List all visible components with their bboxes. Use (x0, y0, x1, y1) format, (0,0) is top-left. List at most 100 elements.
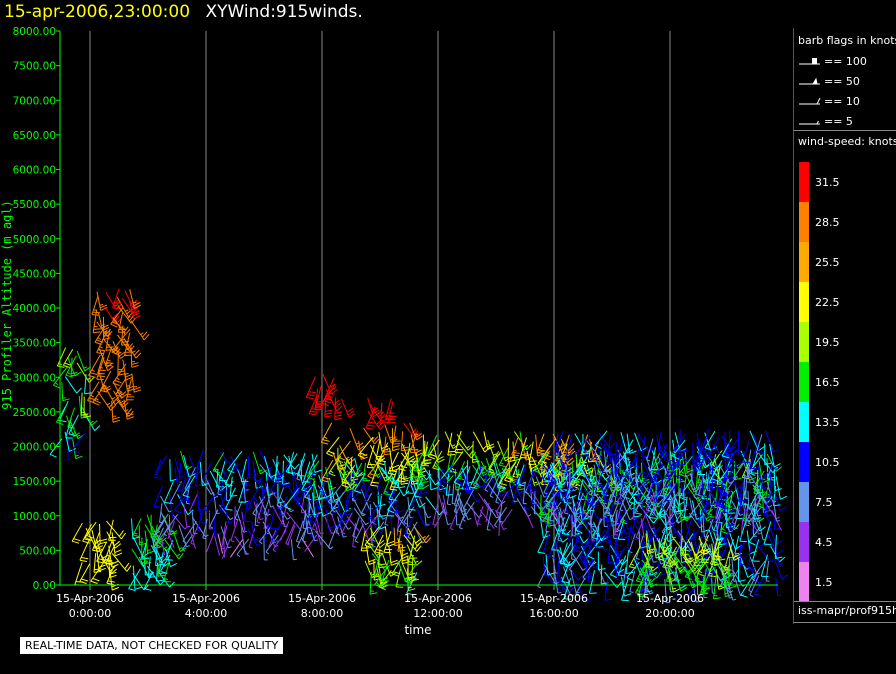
barb-staff (628, 545, 642, 567)
barb-feather (335, 532, 340, 535)
wind-barb (326, 510, 336, 529)
barb-staff (633, 496, 636, 518)
wind-barb (537, 496, 553, 519)
barb-feather (681, 546, 685, 550)
barb-feather (659, 572, 667, 577)
barb-staff (360, 519, 370, 541)
barb-staff (296, 485, 310, 504)
barb-staff (275, 455, 278, 480)
barb-staff (242, 500, 250, 522)
barb-staff (366, 445, 375, 468)
barb-staff (615, 441, 617, 465)
barb-staff (339, 469, 353, 490)
barb-staff (183, 455, 190, 478)
wind-barb (472, 506, 479, 527)
barb-feather (96, 339, 104, 343)
barb-feather (557, 592, 562, 594)
barb-feather (112, 321, 120, 326)
wind-barb (604, 577, 613, 601)
barb-feather (666, 482, 673, 488)
wind-barb (383, 531, 393, 554)
barb-feather (90, 420, 94, 424)
barb-feather (470, 486, 478, 489)
wind-barb (167, 521, 176, 540)
barb-feather (476, 499, 481, 503)
wind-barb (650, 498, 664, 516)
wind-barb (636, 482, 646, 503)
barb-staff (498, 467, 510, 486)
barb-staff (640, 462, 643, 482)
barb-feather (477, 523, 481, 526)
barb-feather (446, 493, 454, 496)
barb-feather (337, 467, 345, 470)
wind-barb (666, 480, 679, 503)
barb-staff (677, 487, 681, 512)
barb-feather (321, 479, 329, 483)
barb-staff (589, 507, 592, 527)
barb-feather (565, 456, 570, 459)
barb-staff (196, 489, 200, 512)
barb-feather (384, 524, 389, 526)
barb-staff (539, 517, 544, 538)
barb-staff (761, 464, 774, 482)
barb-staff (739, 555, 749, 578)
barb-staff (564, 483, 577, 502)
wind-barb (635, 491, 651, 513)
wind-barb (609, 558, 623, 579)
barb-staff (713, 509, 723, 531)
barb-feather (312, 528, 316, 531)
barb-feather (648, 446, 655, 453)
barb-staff (580, 538, 592, 557)
barb-staff (469, 467, 479, 488)
barb-staff (669, 491, 678, 515)
wind-barb (341, 464, 356, 488)
barb-feather (697, 467, 702, 471)
barb-staff (411, 484, 426, 505)
wind-barb (361, 492, 372, 515)
barb-feather (500, 462, 504, 465)
wind-barb (583, 541, 593, 565)
barb-staff (370, 464, 380, 486)
barb-staff (387, 401, 394, 423)
barb-staff (383, 476, 392, 494)
barb-staff (427, 434, 438, 455)
barb-feather (475, 483, 480, 486)
barb-staff (625, 550, 630, 574)
barb-feather (132, 350, 136, 353)
barb-staff (612, 458, 615, 478)
barb-staff (663, 507, 673, 525)
barb-feather (400, 482, 409, 485)
barb-feather (111, 396, 116, 400)
barb-feather (182, 494, 190, 498)
barb-staff (472, 464, 486, 484)
barb-staff (716, 513, 722, 536)
barb-staff (351, 496, 363, 517)
barb-feather (596, 484, 604, 487)
barb-staff (662, 472, 675, 494)
barb-staff (716, 485, 719, 506)
barb-staff (775, 476, 781, 500)
barb-staff (618, 511, 626, 535)
wind-barb (537, 568, 547, 589)
barb-staff (751, 560, 766, 580)
barb-feather (693, 514, 697, 516)
barb-staff (619, 490, 629, 510)
wind-barb (589, 507, 596, 528)
wind-barb (438, 468, 446, 493)
barb-feather (102, 384, 107, 388)
barb-feather (111, 351, 119, 356)
barb-feather (411, 578, 419, 582)
barb-staff (341, 398, 350, 418)
wind-barb (495, 480, 503, 504)
barb-feather (696, 552, 703, 559)
wind-barb (278, 496, 288, 516)
barb-feather (337, 456, 345, 461)
barb-feather (653, 500, 657, 504)
wind-barb (499, 501, 504, 523)
barb-staff (759, 454, 774, 473)
barb-feather (644, 589, 649, 592)
wind-barb (286, 511, 302, 532)
barb-feather (297, 546, 301, 549)
barb-feather (447, 523, 452, 525)
wind-barb (392, 425, 401, 445)
